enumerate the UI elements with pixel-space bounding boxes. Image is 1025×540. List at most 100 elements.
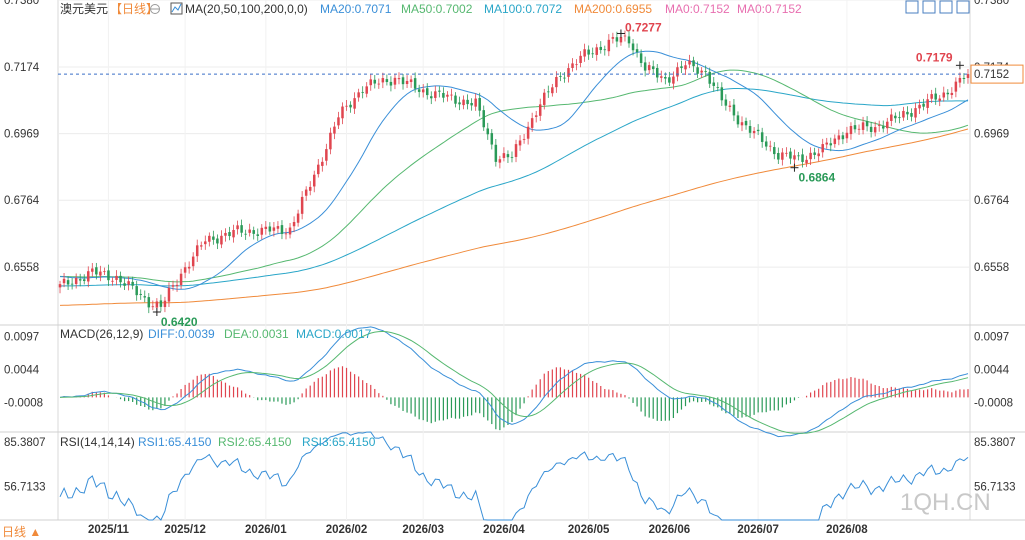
candle-body bbox=[720, 87, 724, 101]
candle-body bbox=[220, 235, 223, 245]
candle-body bbox=[773, 147, 776, 155]
candle-body bbox=[417, 89, 421, 92]
candle-body bbox=[801, 154, 804, 162]
candle-body bbox=[288, 227, 292, 235]
candle-body bbox=[276, 226, 280, 229]
period-label[interactable]: 【日线】 bbox=[110, 2, 158, 16]
candle-body bbox=[805, 159, 808, 164]
candle-body bbox=[615, 37, 619, 42]
candle-body bbox=[490, 133, 494, 145]
candle-body bbox=[482, 110, 485, 128]
candle-body bbox=[853, 125, 857, 130]
candle-body bbox=[232, 229, 235, 238]
candle-body bbox=[777, 152, 780, 160]
candle-body bbox=[946, 92, 950, 95]
candle-body bbox=[748, 126, 752, 133]
candle-body bbox=[308, 186, 312, 191]
candle-body bbox=[312, 174, 316, 187]
candle-body bbox=[583, 49, 586, 57]
layout-icon[interactable] bbox=[922, 0, 936, 14]
macd-pane bbox=[57, 324, 971, 433]
candle-body bbox=[183, 267, 187, 273]
ma200-value: MA200:0.6955 bbox=[574, 2, 652, 16]
candle-body bbox=[708, 71, 711, 84]
candle-body bbox=[837, 135, 841, 140]
candle-body bbox=[752, 130, 756, 134]
candle-body bbox=[684, 65, 687, 70]
candle-body bbox=[107, 270, 110, 281]
candle-body bbox=[333, 126, 336, 134]
candle-body bbox=[317, 164, 320, 175]
candle-body bbox=[99, 271, 102, 276]
candle-body bbox=[256, 234, 260, 236]
candle-body bbox=[345, 105, 348, 107]
candle-body bbox=[938, 98, 941, 101]
candle-body bbox=[873, 127, 877, 133]
time-tick-label: 2025/11 bbox=[88, 524, 130, 536]
candle-body bbox=[660, 76, 663, 78]
candle-body bbox=[413, 78, 417, 89]
ma20-value: MA20:0.7071 bbox=[320, 2, 392, 16]
indicator-icon[interactable] bbox=[170, 2, 183, 15]
candle-body bbox=[631, 43, 635, 51]
candle-body bbox=[551, 87, 554, 94]
candle-body bbox=[82, 279, 86, 281]
candle-body bbox=[764, 141, 768, 147]
candle-body bbox=[195, 245, 199, 257]
candle-body bbox=[329, 132, 332, 150]
chart-controls[interactable] bbox=[905, 0, 970, 14]
move-icon[interactable] bbox=[905, 0, 919, 14]
candle-body bbox=[74, 278, 78, 285]
candle-body bbox=[349, 104, 352, 108]
candle-body bbox=[736, 115, 740, 125]
candle-body bbox=[66, 280, 70, 285]
candle-body bbox=[543, 92, 546, 105]
candle-body bbox=[797, 155, 800, 157]
candle-body bbox=[861, 122, 865, 130]
candle-body bbox=[341, 106, 344, 119]
time-tick-label: 2026/02 bbox=[326, 524, 368, 536]
candle-body bbox=[458, 102, 461, 105]
candle-body bbox=[163, 300, 167, 308]
candle-body bbox=[942, 92, 946, 98]
candle-body bbox=[478, 98, 481, 111]
candle-body bbox=[829, 143, 833, 146]
candle-body bbox=[756, 129, 760, 132]
expand-icon[interactable] bbox=[956, 0, 970, 14]
candle-body bbox=[357, 92, 360, 98]
time-tick-label: 2026/01 bbox=[245, 524, 287, 536]
candle-body bbox=[877, 125, 881, 126]
price-tick-label: 0.6969 bbox=[974, 129, 1009, 141]
candle-body bbox=[918, 104, 921, 109]
candle-body bbox=[373, 79, 377, 84]
candle-body bbox=[147, 297, 151, 308]
candle-body bbox=[236, 225, 239, 230]
candle-body bbox=[200, 245, 203, 247]
candle-body bbox=[95, 267, 98, 275]
time-tick-label: 2026/05 bbox=[568, 524, 610, 536]
candle-body bbox=[607, 39, 611, 52]
candle-body bbox=[898, 117, 901, 119]
candle-body bbox=[252, 230, 255, 234]
candle-body bbox=[958, 77, 962, 83]
zoom-icon[interactable] bbox=[939, 0, 953, 14]
settings-icon[interactable] bbox=[150, 4, 160, 14]
price-tick-label: 0.6764 bbox=[4, 195, 40, 207]
candle-body bbox=[809, 152, 812, 160]
candle-body bbox=[502, 153, 506, 158]
candle-body bbox=[155, 301, 159, 308]
candle-body bbox=[740, 122, 744, 126]
rsi2-value: RSI2:65.4150 bbox=[218, 435, 292, 449]
macd-tick-label: 0.0097 bbox=[974, 331, 1009, 343]
candle-body bbox=[353, 98, 356, 109]
candle-body bbox=[127, 281, 130, 285]
axes: 0.73800.73800.71740.71740.69690.69690.67… bbox=[4, 0, 1016, 536]
candle-body bbox=[240, 225, 243, 233]
period-selector[interactable]: 日线 ▲ bbox=[2, 525, 41, 539]
macd-title: MACD(26,12,9) bbox=[60, 327, 143, 341]
candle-body bbox=[563, 77, 566, 79]
candle-body bbox=[587, 49, 590, 55]
candle-body bbox=[680, 66, 683, 69]
candle-body bbox=[526, 126, 530, 139]
ma100-line bbox=[59, 88, 969, 287]
